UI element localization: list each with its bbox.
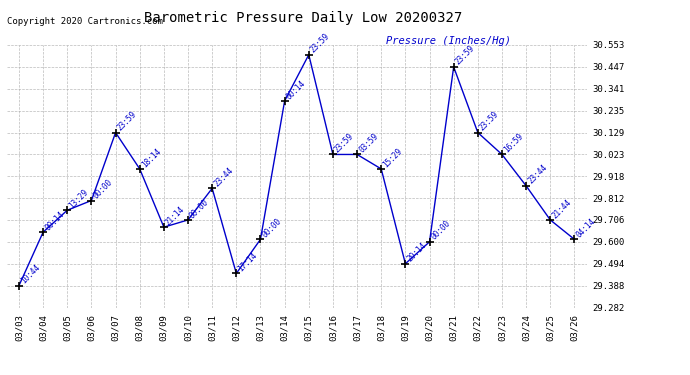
Text: 21:14: 21:14 (164, 204, 186, 227)
Text: 00:00: 00:00 (261, 217, 283, 239)
Text: 23:59: 23:59 (308, 32, 331, 55)
Text: 00:00: 00:00 (91, 178, 114, 201)
Text: 23:44: 23:44 (526, 163, 549, 186)
Text: 00:14: 00:14 (43, 209, 66, 232)
Text: 23:44: 23:44 (213, 166, 235, 188)
Text: 13:29: 13:29 (68, 188, 90, 210)
Text: Copyright 2020 Cartronics.com: Copyright 2020 Cartronics.com (7, 17, 163, 26)
Text: 23:59: 23:59 (477, 110, 500, 133)
Text: 23:59: 23:59 (333, 132, 355, 154)
Text: Barometric Pressure Daily Low 20200327: Barometric Pressure Daily Low 20200327 (144, 11, 463, 25)
Text: 20:14: 20:14 (406, 241, 428, 264)
Text: 00:00: 00:00 (429, 219, 452, 242)
Text: 21:44: 21:44 (551, 197, 573, 220)
Text: 00:14: 00:14 (284, 78, 307, 101)
Text: 10:44: 10:44 (19, 263, 41, 286)
Text: Pressure (Inches/Hg): Pressure (Inches/Hg) (386, 36, 511, 46)
Text: 04:14: 04:14 (574, 217, 597, 239)
Text: 03:59: 03:59 (357, 132, 380, 154)
Text: 15:29: 15:29 (381, 146, 404, 169)
Text: 16:59: 16:59 (502, 132, 524, 154)
Text: 17:14: 17:14 (236, 251, 259, 273)
Text: 23:59: 23:59 (115, 110, 138, 133)
Text: 00:00: 00:00 (188, 197, 210, 220)
Text: 23:59: 23:59 (454, 44, 476, 67)
Text: 18:14: 18:14 (139, 146, 162, 169)
